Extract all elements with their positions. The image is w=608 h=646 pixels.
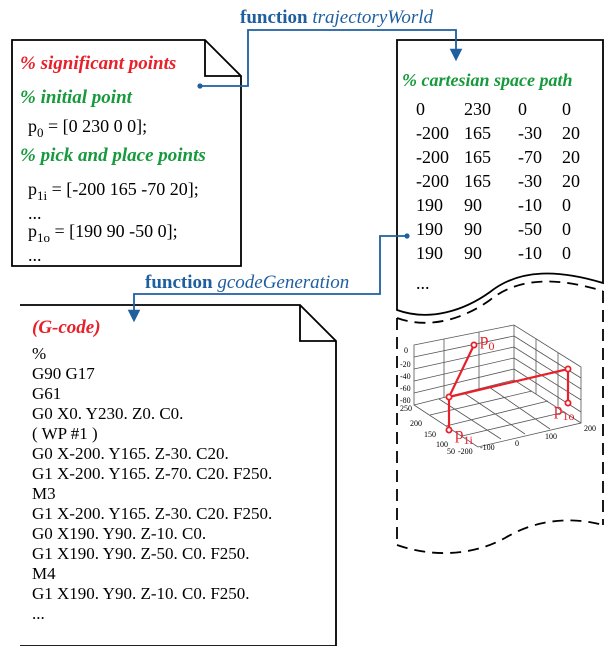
path-cell: 165	[464, 171, 491, 191]
gcode-line: M4	[32, 564, 56, 583]
gcode-line: G1 X-200. Y165. Z-70. C20. F250.	[32, 464, 273, 483]
path-cell: -30	[518, 171, 542, 191]
path-cell: 230	[464, 99, 491, 119]
path-cell: -50	[518, 219, 542, 239]
tick-label: 50	[447, 447, 455, 456]
gcode-line: G0 X190. Y90. Z-10. C0.	[32, 524, 207, 543]
trajectory-connector	[200, 29, 463, 87]
path-ellipsis: ...	[416, 273, 430, 293]
path-cell: 0	[518, 99, 527, 119]
function-keyword: function	[240, 7, 308, 28]
path-cell: 0	[416, 99, 425, 119]
plot3d-box	[413, 324, 582, 448]
path-cell: 0	[562, 195, 571, 215]
label-p0: p0	[480, 330, 495, 353]
path-cell: 0	[562, 99, 571, 119]
path-cell: -10	[518, 195, 542, 215]
pick-place-comment: % pick and place points	[20, 145, 206, 166]
tick-label: 0	[515, 439, 519, 448]
gcode-line: ...	[32, 604, 45, 623]
path-cell: 190	[416, 243, 443, 263]
tick-label: -60	[400, 384, 411, 393]
p1o-definition: p1o = [190 90 -50 0];	[28, 221, 178, 245]
p1i-definition: p1i = [-200 165 -70 20];	[28, 179, 199, 203]
points-document-fold	[204, 40, 241, 77]
function-keyword: function	[145, 272, 213, 293]
gcode-line: M3	[32, 484, 56, 503]
gcode-connector	[127, 235, 407, 323]
path-cell: 20	[562, 171, 580, 191]
path-cell: -200	[416, 147, 449, 167]
path-cell: -70	[518, 147, 542, 167]
gcode-heading: (G-code)	[32, 317, 101, 338]
path-cell: -200	[416, 171, 449, 191]
tick-label: -40	[400, 372, 411, 381]
gcode-connector-start	[404, 233, 410, 239]
tick-label: 150	[424, 430, 436, 439]
gcode-line: G1 X190. Y90. Z-10. C0. F250.	[32, 584, 250, 603]
path-cell: -30	[518, 123, 542, 143]
path-cell: 90	[464, 219, 482, 239]
path-cell: 0	[562, 219, 571, 239]
path-cell: 165	[464, 123, 491, 143]
gcode-line: G0 X-200. Y165. Z-30. C20.	[32, 444, 229, 463]
trajectory-connector-start	[197, 83, 203, 89]
path-cell: 90	[464, 195, 482, 215]
ellipsis: ...	[28, 245, 42, 265]
trajectory-path	[447, 344, 570, 430]
tick-label: 200	[584, 424, 596, 433]
points-heading: % significant points	[20, 53, 177, 74]
label-p1o: p1o	[554, 400, 575, 423]
gcode-line: G0 X0. Y230. Z0. C0.	[32, 404, 184, 423]
gcode-line: G90 G17	[32, 364, 95, 383]
path-cell: -10	[518, 243, 542, 263]
function-name: trajectoryWorld	[312, 7, 434, 28]
trajectory-points	[445, 341, 572, 434]
gcode-line: %	[32, 344, 47, 363]
ellipsis: ...	[28, 203, 42, 223]
function-name: gcodeGeneration	[217, 272, 350, 293]
path-cell: 20	[562, 123, 580, 143]
path-cell: 20	[562, 147, 580, 167]
points-document-shape	[11, 39, 242, 267]
trajectory-function-label: function trajectoryWorld	[240, 8, 433, 27]
initial-point-comment: % initial point	[20, 87, 132, 108]
gcode-line: G1 X190. Y90. Z-50. C0. F250.	[32, 544, 250, 563]
path-cell: 190	[416, 219, 443, 239]
tick-label: -200	[458, 447, 473, 456]
path-heading: % cartesian space path	[402, 70, 573, 90]
gcode-function-label: function gcodeGeneration	[145, 273, 349, 292]
gcode-line: ( WP #1 )	[32, 424, 98, 443]
tick-label: 250	[400, 404, 412, 413]
path-document-dashed-top	[396, 280, 604, 324]
gcode-line: G61	[32, 384, 62, 403]
path-document-dashed-bottom	[396, 519, 604, 554]
tick-label: 100	[545, 432, 557, 441]
p0-definition: p0 = [0 230 0 0];	[28, 116, 148, 140]
tick-label: -100	[480, 443, 495, 452]
tick-label: 0	[404, 346, 408, 355]
path-cell: 90	[464, 243, 482, 263]
label-p1i: p1i	[455, 424, 473, 447]
path-cell: 165	[464, 147, 491, 167]
path-cell: -200	[416, 123, 449, 143]
path-document-shape	[396, 39, 604, 316]
gcode-line: G1 X-200. Y165. Z-30. C20. F250.	[32, 504, 273, 523]
tick-label: -80	[400, 396, 411, 405]
path-cell: 190	[416, 195, 443, 215]
gcode-document-fold	[299, 305, 336, 342]
path-cell: 0	[562, 243, 571, 263]
tick-label: 200	[410, 419, 422, 428]
tick-label: -20	[400, 360, 411, 369]
tick-label: 100	[436, 440, 448, 449]
